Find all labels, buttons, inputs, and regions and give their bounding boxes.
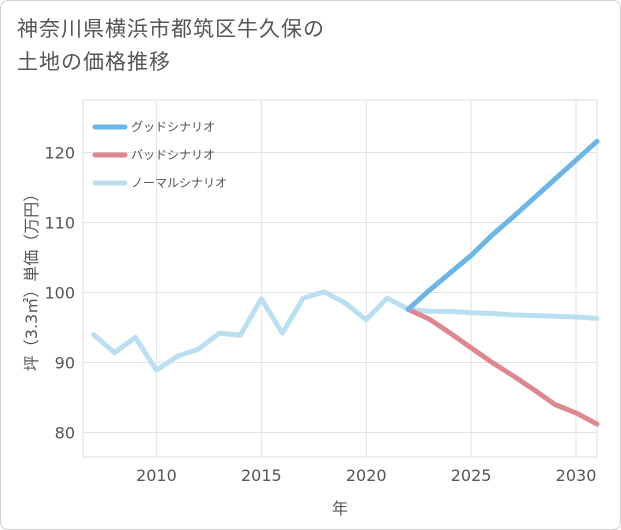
- chart-title-line2: 土地の価格推移: [17, 50, 171, 74]
- legend-label-1: バッドシナリオ: [131, 148, 215, 162]
- x-tick-label-2030: 2030: [556, 466, 597, 485]
- y-axis-title: 坪（3.3㎡）単価（万円）: [22, 186, 41, 371]
- y-tick-label-80: 80: [55, 424, 75, 443]
- x-tick-label-2020: 2020: [346, 466, 387, 485]
- legend-label-2: ノーマルシナリオ: [131, 176, 227, 190]
- y-tick-label-90: 90: [55, 354, 75, 373]
- plot-frame: [82, 99, 598, 458]
- series-line-2: [91, 289, 600, 373]
- y-tick-label-110: 110: [44, 214, 75, 233]
- x-tick-label-2025: 2025: [451, 466, 492, 485]
- legend-label-0: グッドシナリオ: [131, 120, 215, 134]
- x-axis-title: 年: [332, 499, 348, 518]
- y-tick-label-100: 100: [44, 284, 75, 303]
- series-line-0: [405, 138, 600, 312]
- chart-title: 神奈川県横浜市都筑区牛久保の 土地の価格推移: [17, 13, 577, 79]
- y-tick-label-120: 120: [44, 144, 75, 163]
- x-tick-label-2015: 2015: [241, 466, 282, 485]
- series-line-1: [405, 306, 600, 427]
- chart-title-line1: 神奈川県横浜市都筑区牛久保の: [17, 17, 325, 41]
- x-tick-label-2010: 2010: [136, 466, 177, 485]
